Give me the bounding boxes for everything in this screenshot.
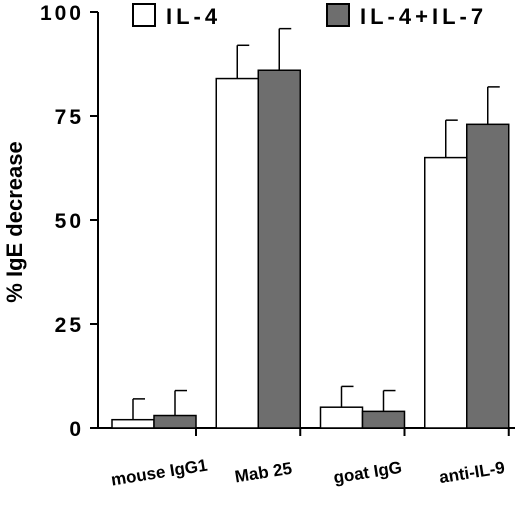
bar-il-4 xyxy=(111,418,155,429)
bar-il-4 xyxy=(319,406,364,429)
y-tick-label: 100 xyxy=(40,2,84,25)
y-axis-label: % IgE decrease xyxy=(2,141,27,302)
legend-label-il-4: IL-4 xyxy=(166,4,221,29)
x-category-label: mouse IgG1 xyxy=(110,456,209,490)
bar-il-4 xyxy=(424,156,468,429)
legend-swatch-il-4 xyxy=(132,3,156,27)
x-category-labels: mouse IgG1 Mab 25 goat IgG anti-IL-9 xyxy=(110,456,506,490)
bar-il-4-il-7 xyxy=(466,123,510,429)
bar-il-4 xyxy=(215,77,259,429)
bar-il-4-il-7 xyxy=(153,414,197,429)
x-category-label: goat IgG xyxy=(332,458,403,488)
bar-il-4-il-7 xyxy=(361,410,406,429)
y-tick-label: 0 xyxy=(69,418,84,441)
bars xyxy=(111,27,510,436)
y-ticks: 0 25 50 75 100 xyxy=(40,2,98,441)
x-category-label: anti-IL-9 xyxy=(438,458,506,487)
legend-label-il-4-il-7: IL-4+IL-7 xyxy=(360,4,487,29)
y-tick-label: 50 xyxy=(55,210,84,233)
legend-swatch-il-4-il-7 xyxy=(326,3,350,27)
y-tick-label: 75 xyxy=(55,106,84,129)
bar-il-4-il-7 xyxy=(257,69,301,429)
x-category-label: Mab 25 xyxy=(233,459,293,487)
y-tick-label: 25 xyxy=(55,314,84,337)
legend: IL-4 IL-4+IL-7 xyxy=(132,3,487,29)
